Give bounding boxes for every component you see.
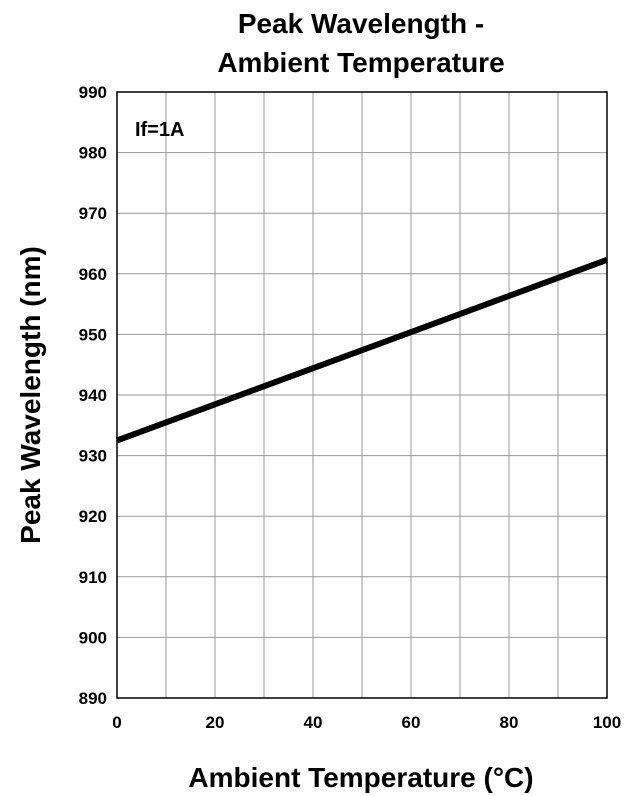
x-tick-label: 40 [304,713,323,732]
x-tick-label: 80 [500,713,519,732]
y-tick-label: 970 [79,204,107,223]
plot-frame [116,91,608,699]
tick-labels: 0 20 40 60 80 100 890 900 910 920 930 940 950 960 970 9… [79,83,622,732]
x-tick-label: 60 [402,713,421,732]
chart-title-line-1: Peak Wavelength - [238,8,484,39]
x-tick-label: 20 [206,713,225,732]
y-tick-label: 980 [79,144,107,163]
y-tick-label: 940 [79,386,107,405]
y-tick-label: 910 [79,568,107,587]
y-tick-label: 950 [79,325,107,344]
x-tick-label: 100 [593,713,621,732]
y-tick-label: 900 [79,628,107,647]
chart-title-line-2: Ambient Temperature [217,47,504,78]
y-tick-label: 920 [79,507,107,526]
y-tick-label: 990 [79,83,107,102]
series-line-1 [115,257,609,444]
x-axis-label: Ambient Temperature (°C) [188,762,533,793]
x-tick-label: 0 [112,713,121,732]
grid [117,92,607,698]
y-tick-label: 930 [79,447,107,466]
series-layer [115,257,609,444]
y-tick-label: 960 [79,265,107,284]
annotation-if: If=1A [135,119,184,141]
y-axis-label: Peak Wavelength (nm) [15,246,46,544]
y-tick-label: 890 [79,689,107,708]
